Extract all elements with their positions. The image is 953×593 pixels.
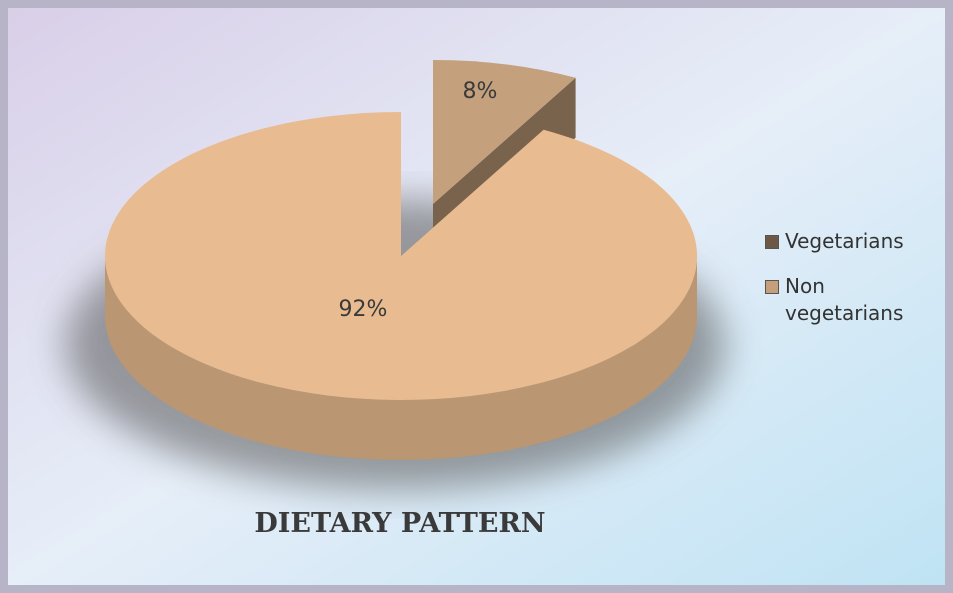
slice-top: [433, 60, 576, 204]
data-label: 8%: [463, 79, 498, 104]
chart-title: DIETARY PATTERN: [254, 508, 545, 539]
slice-top: [105, 112, 698, 400]
legend-swatch: [765, 280, 779, 294]
legend: Vegetarians Non vegetarians: [765, 228, 935, 345]
legend-item: Non vegetarians: [765, 273, 935, 327]
legend-swatch: [765, 235, 779, 249]
legend-item: Vegetarians: [765, 228, 935, 255]
legend-label: Vegetarians: [785, 229, 904, 253]
legend-label: Non vegetarians: [785, 274, 904, 325]
slice-side: [105, 256, 697, 460]
pie: 8% 92%: [105, 60, 698, 460]
slice: 92%: [105, 112, 698, 460]
data-label: 92%: [339, 297, 388, 322]
